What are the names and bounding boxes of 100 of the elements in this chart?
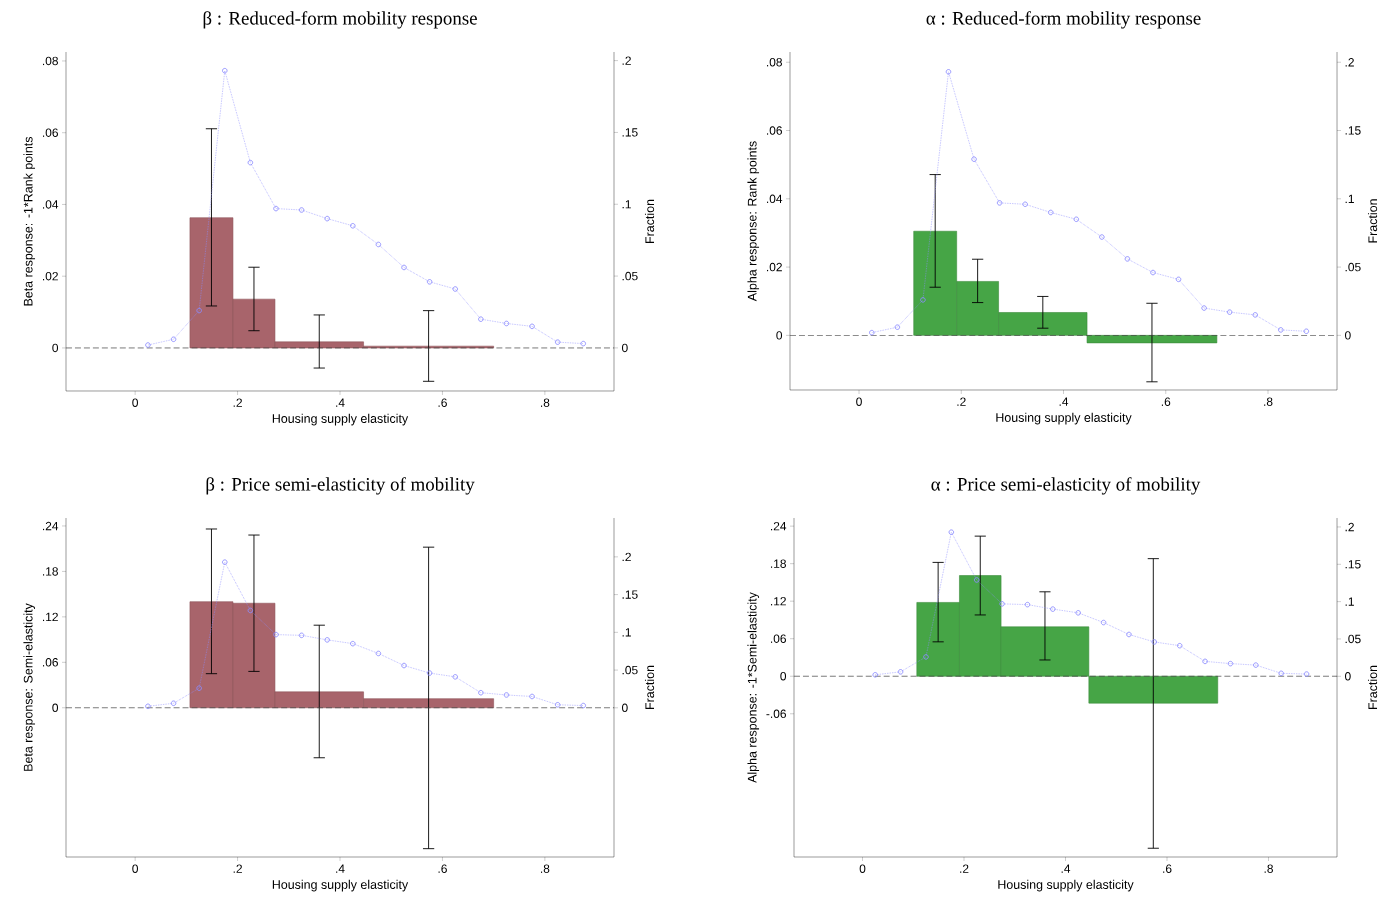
y-tick-label: 0 bbox=[52, 343, 59, 353]
point bbox=[1048, 209, 1054, 216]
point bbox=[920, 297, 926, 303]
y-tick-label: .08 bbox=[766, 58, 782, 67]
chart-title: β : Reduced-form mobility response bbox=[203, 11, 477, 29]
point bbox=[170, 700, 177, 707]
point bbox=[580, 702, 587, 709]
y2-tick-label: .15 bbox=[1345, 560, 1361, 569]
chart-title: β : Price semi-elasticity of mobility bbox=[206, 477, 475, 495]
x-tick-label: 0 bbox=[132, 398, 138, 407]
y2-axis-title: Fraction bbox=[1367, 665, 1378, 709]
y2-tick-label: 0 bbox=[621, 703, 628, 713]
point bbox=[503, 320, 510, 327]
y2-tick-label: .1 bbox=[1345, 597, 1354, 606]
y-tick-label: .04 bbox=[766, 194, 783, 204]
point bbox=[247, 607, 254, 614]
y2-axis-title: Fraction bbox=[1367, 199, 1378, 243]
point bbox=[1202, 658, 1208, 665]
y-tick-label: .08 bbox=[42, 56, 58, 66]
y-tick-label: .06 bbox=[42, 128, 58, 137]
y-tick-label: .06 bbox=[766, 126, 782, 135]
point bbox=[298, 632, 305, 639]
point bbox=[401, 662, 407, 669]
point bbox=[1176, 642, 1183, 649]
y2-axis-title: Fraction bbox=[644, 665, 655, 709]
y-tick-label: .18 bbox=[770, 559, 786, 568]
point bbox=[273, 205, 279, 212]
point bbox=[375, 650, 382, 657]
y2-tick-label: .2 bbox=[622, 56, 631, 65]
point bbox=[222, 559, 228, 565]
point bbox=[1024, 601, 1031, 608]
y-tick-label: .24 bbox=[770, 521, 787, 531]
y2-tick-label: .15 bbox=[622, 590, 638, 599]
y2-tick-label: .15 bbox=[622, 128, 638, 137]
point bbox=[170, 336, 177, 343]
y2-tick-label: .05 bbox=[1345, 634, 1361, 644]
y2-tick-label: .05 bbox=[1345, 262, 1361, 272]
y2-tick-label: 0 bbox=[1345, 672, 1351, 681]
point bbox=[298, 207, 305, 213]
point bbox=[1201, 305, 1207, 311]
point bbox=[897, 669, 904, 675]
x-tick-label: .4 bbox=[1061, 864, 1071, 873]
y2-tick-label: .1 bbox=[1345, 194, 1354, 203]
x-tick-label: 0 bbox=[132, 864, 138, 873]
point bbox=[945, 69, 952, 75]
y-tick-label: -.06 bbox=[766, 709, 786, 718]
point bbox=[999, 601, 1005, 607]
point bbox=[923, 654, 929, 660]
point bbox=[196, 685, 202, 691]
y2-tick-label: .2 bbox=[1345, 58, 1354, 67]
point bbox=[1303, 328, 1310, 335]
x-tick-label: .4 bbox=[336, 864, 345, 873]
y-tick-label: .18 bbox=[42, 567, 58, 576]
chart-title: α : Reduced-form mobility response bbox=[926, 11, 1201, 29]
y2-tick-label: 0 bbox=[621, 343, 628, 353]
x-tick-label: .8 bbox=[1264, 397, 1273, 406]
point bbox=[196, 307, 202, 314]
x-tick-label: .2 bbox=[233, 864, 242, 873]
x-tick-label: .6 bbox=[1163, 864, 1172, 873]
y2-tick-label: .15 bbox=[1345, 126, 1361, 135]
y2-tick-label: .2 bbox=[622, 552, 631, 562]
point bbox=[1278, 670, 1284, 677]
point bbox=[222, 67, 228, 74]
point bbox=[529, 693, 535, 700]
point bbox=[324, 215, 330, 222]
y-tick-label: .06 bbox=[770, 634, 786, 643]
x-tick-label: .6 bbox=[1161, 397, 1171, 406]
point bbox=[426, 279, 433, 285]
x-axis-title: Housing supply elasticity bbox=[998, 879, 1134, 892]
y2-tick-label: .1 bbox=[622, 200, 631, 209]
point bbox=[478, 689, 484, 696]
point bbox=[948, 529, 955, 535]
y-axis-title: Beta response: Semi-elasticity bbox=[23, 603, 36, 771]
point bbox=[452, 674, 458, 680]
y-axis-title: Beta response: -1*Rank points bbox=[23, 136, 36, 306]
y2-tick-label: 0 bbox=[1345, 331, 1351, 340]
point bbox=[554, 702, 561, 708]
y-tick-label: .02 bbox=[766, 262, 782, 272]
y-tick-label: .12 bbox=[42, 612, 58, 622]
point bbox=[1099, 234, 1105, 240]
point bbox=[1151, 639, 1158, 645]
y-tick-label: .06 bbox=[42, 658, 58, 667]
chart-title: α : Price semi-elasticity of mobility bbox=[931, 477, 1201, 495]
x-tick-label: .4 bbox=[336, 398, 345, 407]
x-tick-label: .2 bbox=[957, 397, 966, 406]
y-tick-label: .02 bbox=[42, 271, 58, 281]
point bbox=[1227, 660, 1234, 667]
point bbox=[1278, 327, 1284, 333]
y2-tick-label: .2 bbox=[1345, 522, 1354, 532]
x-axis-title: Housing supply elasticity bbox=[996, 412, 1132, 425]
y-axis-title: Alpha response: Rank points bbox=[747, 141, 760, 302]
point bbox=[324, 637, 330, 643]
point bbox=[996, 200, 1003, 206]
x-tick-label: .2 bbox=[233, 398, 242, 407]
x-tick-label: .8 bbox=[540, 864, 550, 873]
point bbox=[1226, 309, 1233, 315]
y-tick-label: .12 bbox=[770, 597, 786, 606]
point bbox=[554, 339, 561, 345]
point bbox=[1075, 610, 1081, 616]
y2-tick-label: .05 bbox=[622, 271, 638, 281]
